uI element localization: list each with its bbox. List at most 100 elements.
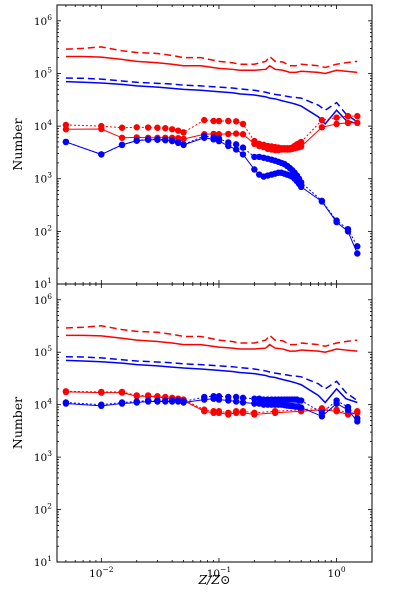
data-point bbox=[333, 218, 340, 226]
top-panel: 101 102 103 104 105 106 bbox=[34, 4, 373, 291]
data-point bbox=[201, 396, 208, 403]
plot-area bbox=[62, 46, 361, 257]
data-point bbox=[232, 398, 240, 405]
data-point bbox=[333, 408, 340, 415]
data-point bbox=[239, 131, 247, 138]
data-point bbox=[154, 136, 161, 143]
data-point bbox=[201, 134, 208, 141]
data-point bbox=[201, 116, 208, 124]
series-line-4 bbox=[65, 80, 358, 126]
data-point bbox=[168, 126, 176, 133]
series-line-7 bbox=[65, 135, 358, 247]
data-point bbox=[98, 125, 105, 133]
data-point bbox=[154, 398, 161, 405]
series-line-2 bbox=[65, 334, 358, 353]
data-point bbox=[354, 243, 361, 250]
data-point bbox=[251, 400, 258, 407]
data-point bbox=[232, 130, 240, 137]
data-point bbox=[232, 409, 240, 416]
data-point bbox=[174, 127, 182, 134]
x-tick-label: 10−1 bbox=[207, 565, 231, 580]
bottom-y-axis-label: Number bbox=[10, 397, 25, 449]
data-point bbox=[118, 400, 126, 407]
data-point bbox=[180, 135, 187, 143]
data-point bbox=[118, 134, 126, 141]
data-point bbox=[239, 151, 247, 158]
data-point bbox=[251, 140, 258, 148]
data-point bbox=[239, 394, 247, 402]
data-point bbox=[98, 151, 105, 158]
series-line-1 bbox=[65, 46, 358, 69]
data-point bbox=[344, 406, 352, 413]
data-point bbox=[144, 398, 152, 405]
data-point bbox=[251, 153, 258, 161]
data-point bbox=[344, 228, 352, 235]
series-line-5 bbox=[65, 390, 358, 414]
y-tick-label: 106 bbox=[34, 292, 52, 307]
data-point bbox=[210, 136, 217, 143]
data-point bbox=[62, 400, 70, 407]
y-tick-label: 106 bbox=[34, 13, 52, 28]
data-point bbox=[118, 389, 126, 396]
data-point bbox=[162, 125, 169, 132]
data-point bbox=[297, 138, 305, 146]
bottom-panel: 101 102 103 104 105 106 10−2 10−1 100 bbox=[34, 283, 373, 580]
data-point bbox=[174, 398, 182, 405]
data-point bbox=[210, 117, 217, 125]
data-point bbox=[344, 411, 352, 418]
data-point bbox=[232, 118, 240, 125]
data-point bbox=[201, 408, 208, 415]
data-point bbox=[297, 143, 305, 150]
y-tick-label: 103 bbox=[34, 449, 52, 464]
data-point bbox=[98, 389, 105, 396]
data-point bbox=[333, 400, 340, 407]
data-point bbox=[118, 124, 126, 131]
data-point bbox=[133, 137, 140, 144]
data-point bbox=[133, 393, 140, 400]
data-point bbox=[251, 395, 258, 402]
data-point bbox=[344, 119, 352, 127]
y-tick-label: 102 bbox=[34, 223, 52, 238]
data-point bbox=[144, 124, 152, 131]
plot-area bbox=[62, 324, 361, 425]
data-point bbox=[133, 399, 140, 406]
x-axis-label: Z/Z⊙ bbox=[197, 572, 230, 587]
data-point bbox=[251, 411, 258, 418]
data-point bbox=[174, 139, 182, 147]
y-tick-label: 101 bbox=[34, 554, 52, 569]
data-point bbox=[271, 409, 279, 416]
data-point bbox=[225, 117, 232, 125]
data-point bbox=[62, 138, 70, 146]
data-point bbox=[215, 409, 223, 416]
y-tick-label: 104 bbox=[34, 118, 52, 133]
data-point bbox=[162, 398, 169, 405]
data-point bbox=[232, 393, 240, 401]
data-point bbox=[318, 116, 326, 124]
series-line-3 bbox=[65, 77, 358, 123]
y-tick-label: 105 bbox=[34, 65, 52, 80]
x-tick-label: 100 bbox=[328, 565, 346, 580]
data-point bbox=[225, 397, 232, 404]
data-point bbox=[210, 395, 217, 402]
y-tick-label: 103 bbox=[34, 171, 52, 186]
y-tick-label: 105 bbox=[34, 344, 52, 359]
data-point bbox=[154, 124, 161, 131]
data-point bbox=[318, 198, 326, 205]
data-point bbox=[168, 398, 176, 405]
data-point bbox=[118, 141, 126, 149]
data-point bbox=[133, 124, 140, 131]
data-point bbox=[297, 397, 305, 404]
data-point bbox=[297, 404, 305, 411]
data-point bbox=[225, 411, 232, 418]
data-point bbox=[225, 130, 232, 138]
series-line-3 bbox=[65, 356, 358, 402]
data-point bbox=[354, 119, 361, 127]
data-point bbox=[251, 166, 258, 173]
data-point bbox=[62, 126, 70, 133]
series-line-4 bbox=[65, 359, 358, 404]
data-point bbox=[98, 402, 105, 410]
data-point bbox=[180, 141, 187, 149]
y-tick-label: 104 bbox=[34, 397, 52, 412]
series-line-1 bbox=[65, 324, 358, 348]
